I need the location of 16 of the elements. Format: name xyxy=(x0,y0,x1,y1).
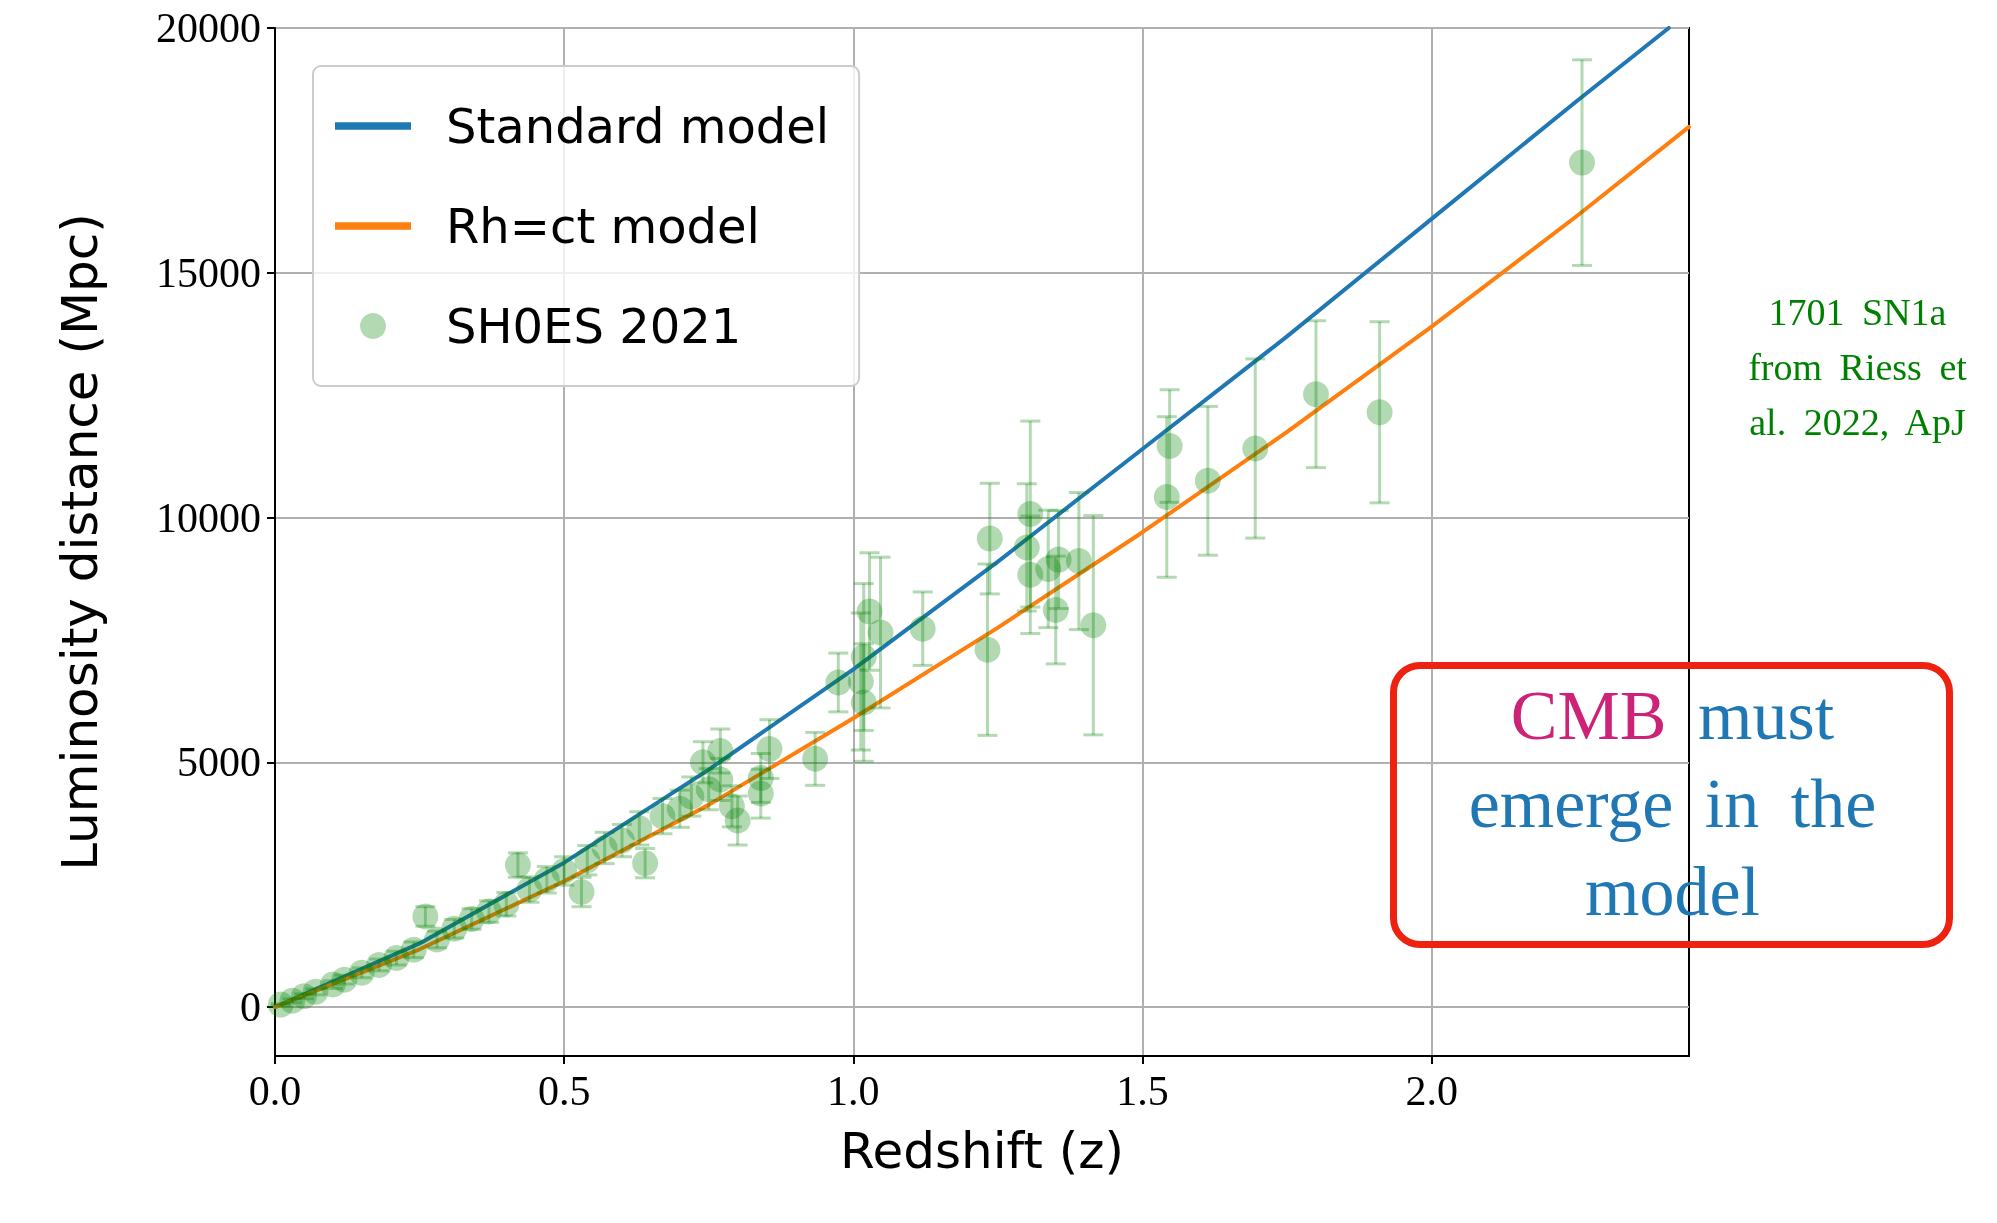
x-tick-label: 2.0 xyxy=(1405,1068,1458,1114)
legend-label: Standard model xyxy=(446,98,830,154)
legend-label: Rh=ct model xyxy=(446,198,760,254)
y-tick-label: 15000 xyxy=(156,249,261,296)
x-tick-label: 0.0 xyxy=(248,1068,302,1114)
legend-label: SH0ES 2021 xyxy=(446,298,742,354)
x-tick-label: 1.0 xyxy=(827,1068,880,1114)
x-tick-label: 0.5 xyxy=(537,1068,591,1114)
x-tick-label: 1.5 xyxy=(1116,1068,1169,1114)
y-tick-label: 10000 xyxy=(156,494,261,541)
x-axis-title: Redshift (z) xyxy=(839,1122,1125,1180)
text: 1701 SN1a from Riess et al. 2022, ApJ xyxy=(1747,290,1968,445)
y-tick-label: 20000 xyxy=(156,5,261,51)
y-axis-title: Luminosity distance (Mpc) xyxy=(51,213,109,871)
y-tick-label: 0 xyxy=(240,984,261,1031)
y-tick-label: 5000 xyxy=(177,739,261,786)
